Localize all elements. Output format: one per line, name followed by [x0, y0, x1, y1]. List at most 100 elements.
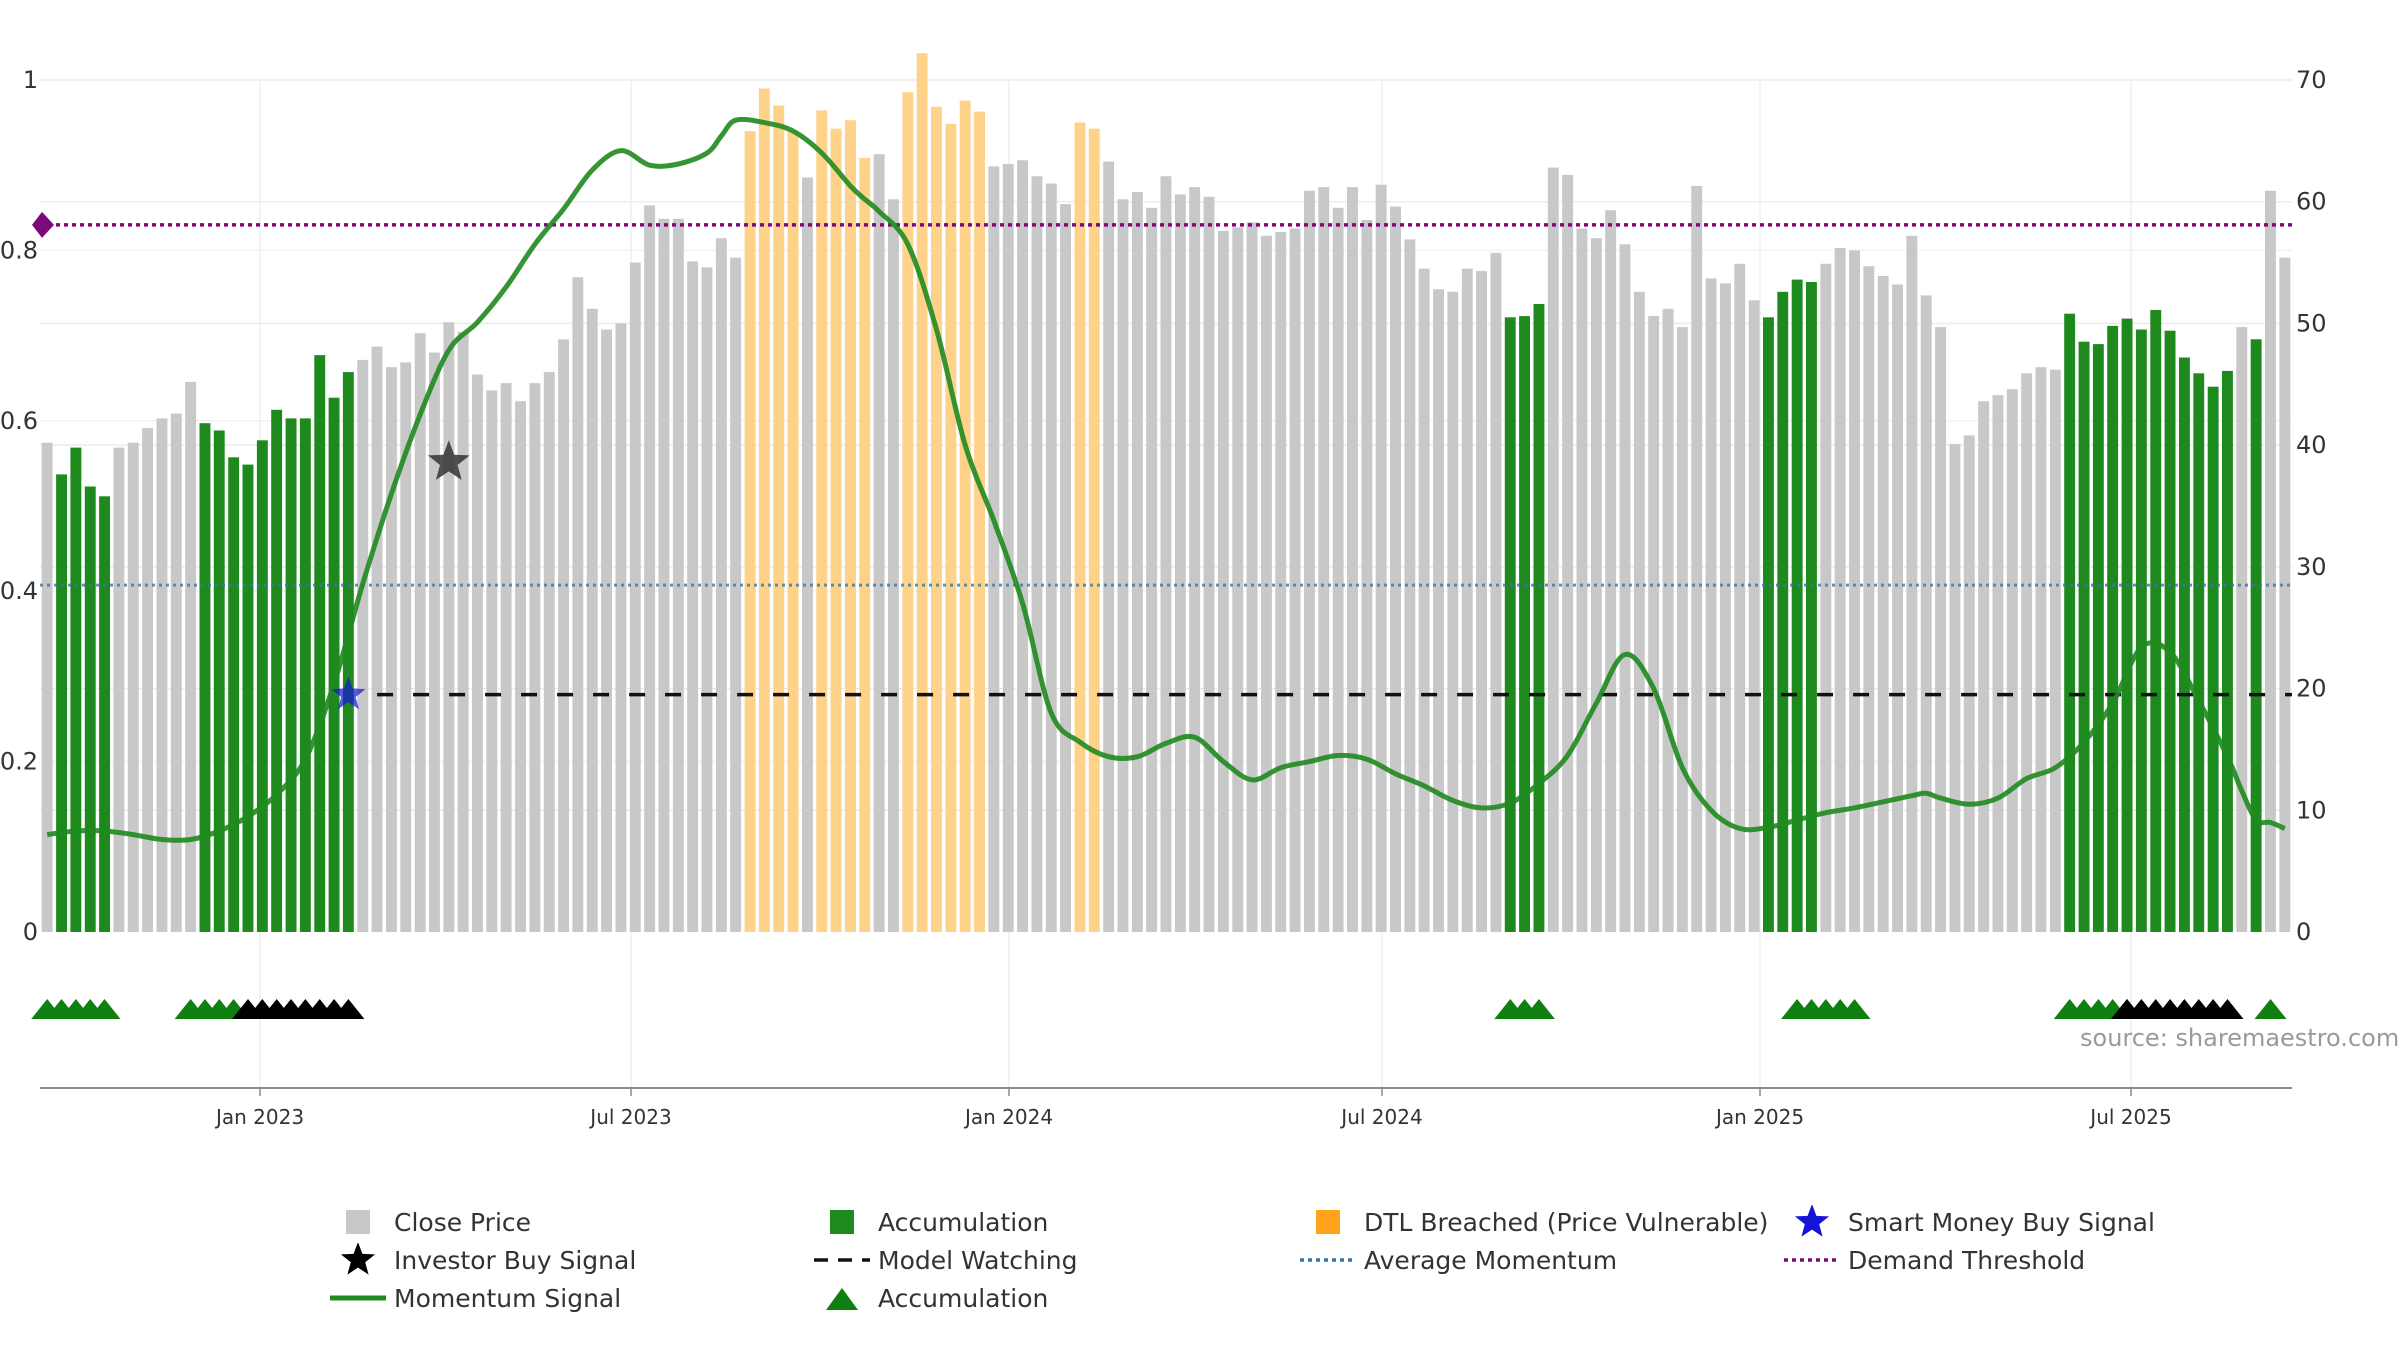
- dtl-breached-bar: [830, 128, 842, 932]
- close-price-bar: [1963, 435, 1975, 932]
- close-price-bar: [1562, 174, 1574, 932]
- close-price-bar: [1103, 161, 1115, 932]
- accumulation-bar: [1777, 291, 1789, 932]
- close-price-bar: [730, 257, 742, 932]
- close-price-bar: [443, 322, 455, 932]
- close-price-bar: [1935, 327, 1946, 933]
- accumulation-bar: [242, 464, 254, 932]
- accumulation-bar: [285, 418, 297, 932]
- close-price-bar: [371, 346, 383, 933]
- accumulation-bar: [1763, 317, 1774, 932]
- close-price-bar: [472, 374, 483, 932]
- close-price-bar: [1820, 263, 1832, 932]
- dtl-breached-bar: [1088, 128, 1100, 932]
- close-price-bar: [1619, 244, 1631, 933]
- close-price-bar: [802, 177, 813, 932]
- dtl-breached-bar: [959, 100, 971, 932]
- x-tick-label: Jan 2023: [214, 1105, 304, 1129]
- close-price-bar: [2265, 190, 2276, 933]
- close-price-bar: [185, 381, 197, 932]
- left-tick-label: 0.4: [0, 577, 38, 605]
- close-price-bar: [156, 418, 168, 932]
- accumulation-bar: [2250, 339, 2262, 932]
- smart-money-star: [331, 676, 366, 710]
- close-price-bar: [1978, 401, 1990, 932]
- accumulation-bar: [2150, 310, 2162, 932]
- close-price-bar: [1174, 194, 1186, 932]
- dtl-breached-bar: [787, 131, 799, 933]
- accumulation-bar: [1533, 304, 1545, 932]
- close-price-bar: [357, 359, 369, 932]
- model-watching-marker: [332, 999, 365, 1019]
- dtl-breached-bar: [945, 123, 957, 933]
- x-tick-label: Jan 2024: [963, 1105, 1053, 1129]
- close-price-bar: [1949, 443, 1961, 932]
- close-price-bar: [1017, 160, 1028, 933]
- right-tick-label: 70: [2296, 66, 2327, 94]
- close-price-bar: [1734, 263, 1746, 932]
- close-price-bar: [1433, 289, 1444, 932]
- accumulation-bar: [2135, 329, 2147, 932]
- dtl-breached-bar: [744, 131, 756, 933]
- close-price-bar: [515, 401, 526, 932]
- close-price-bar: [2006, 389, 2018, 932]
- x-tick-label: Jul 2025: [2088, 1105, 2171, 1129]
- accumulation-bar: [99, 496, 110, 932]
- accumulation-bar: [199, 423, 211, 932]
- momentum-lines: [46, 116, 2286, 843]
- close-price-bar: [1160, 176, 1172, 932]
- close-price-bar: [414, 333, 426, 932]
- model-watching-marker: [2211, 999, 2244, 1019]
- accumulation-bar: [1504, 317, 1516, 932]
- close-price-bar: [1863, 266, 1875, 932]
- close-price-bar: [1404, 239, 1416, 932]
- close-price-bar: [1361, 220, 1373, 932]
- close-price-bar: [558, 339, 569, 932]
- dtl-breached-bar: [816, 110, 828, 932]
- close-price-bar: [629, 262, 641, 933]
- close-price-bar: [644, 205, 656, 932]
- close-price-bar: [1892, 284, 1903, 932]
- close-price-bar: [1232, 227, 1244, 933]
- left-tick-label: 0.6: [0, 407, 38, 435]
- close-price-bar: [572, 277, 584, 932]
- dtl-breached-bar: [974, 111, 985, 933]
- accumulation-marker: [2254, 999, 2287, 1019]
- right-tick-label: 0: [2296, 918, 2311, 946]
- close-price-bar: [486, 390, 498, 932]
- source-label: source: sharemaestro.com: [2080, 1024, 2400, 1052]
- close-price-bar: [1605, 210, 1617, 932]
- dtl-breached-bar: [931, 106, 942, 933]
- accumulation-bar: [256, 440, 268, 932]
- accumulation-bar: [1791, 279, 1803, 933]
- close-price-bar: [1648, 316, 1660, 933]
- close-price-bar: [1720, 283, 1731, 932]
- accumulation-bar: [84, 486, 96, 932]
- close-price-bar: [1676, 327, 1688, 933]
- investor-buy-star: [427, 440, 470, 480]
- close-price-bar: [672, 218, 684, 933]
- close-price-bar: [615, 323, 627, 932]
- accumulation-bar: [2164, 330, 2176, 932]
- close-price-bar: [1289, 228, 1301, 932]
- reference-lines: [32, 211, 2292, 697]
- accumulation-marker: [1838, 999, 1871, 1019]
- close-price-bar: [1992, 395, 2004, 932]
- close-price-bar: [1418, 268, 1430, 932]
- close-price-bar: [1547, 167, 1559, 933]
- x-tick-label: Jul 2024: [1339, 1105, 1422, 1129]
- dtl-breached-bar: [902, 92, 914, 932]
- close-price-bar: [1189, 187, 1201, 933]
- close-price-bar: [1633, 291, 1645, 932]
- close-price-bar: [1318, 187, 1330, 933]
- right-tick-label: 60: [2296, 188, 2327, 216]
- dtl-breached-bar: [1074, 122, 1086, 933]
- left-tick-label: 0: [23, 918, 38, 946]
- axes: Jan 2023 Jul 2023 Jan 2024 Jul 2024 Jan 2025…: [0, 66, 2327, 1129]
- accumulation-bar: [56, 474, 67, 932]
- accumulation-bar: [2078, 341, 2090, 932]
- signal-markers: [331, 440, 470, 710]
- close-price-bar: [1332, 207, 1344, 933]
- left-tick-label: 0.8: [0, 236, 38, 264]
- accumulation-marker: [88, 999, 121, 1019]
